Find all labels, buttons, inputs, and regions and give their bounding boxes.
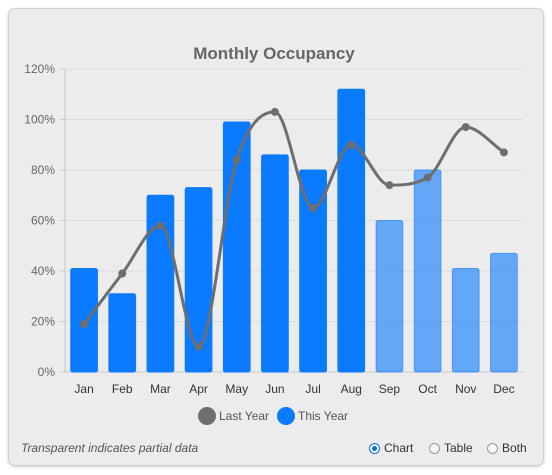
y-tick-label: 60% xyxy=(31,214,55,228)
x-tick-label: Oct xyxy=(418,382,437,396)
y-tick-label: 40% xyxy=(31,264,55,278)
x-tick-label: Nov xyxy=(455,382,476,396)
last-year-point-feb xyxy=(118,269,127,278)
legend-label: This Year xyxy=(298,409,348,423)
last-year-point-jan xyxy=(80,320,89,329)
last-year-point-jul xyxy=(309,203,318,212)
radio-both[interactable] xyxy=(487,442,498,454)
legend-label: Last Year xyxy=(219,409,269,423)
bar-nov xyxy=(451,267,480,373)
last-year-point-mar xyxy=(156,221,165,230)
last-year-point-dec xyxy=(499,148,508,157)
chart-title: Monthly Occupancy xyxy=(193,44,355,63)
last-year-point-jun xyxy=(270,107,279,116)
bar-feb xyxy=(108,293,137,373)
legend-swatch xyxy=(277,407,295,425)
y-tick-label: 80% xyxy=(31,163,55,177)
last-year-point-sep xyxy=(385,181,394,190)
x-tick-label: Jan xyxy=(74,382,93,396)
bar-oct xyxy=(413,169,442,373)
last-year-point-nov xyxy=(461,123,470,132)
x-tick-label: Jul xyxy=(305,382,320,396)
view-option-chart[interactable]: Chart xyxy=(369,441,413,455)
last-year-point-may xyxy=(232,155,241,164)
bars xyxy=(70,88,518,373)
view-option-table[interactable]: Table xyxy=(429,441,473,455)
view-option-label: Both xyxy=(502,441,527,455)
x-tick-label: Sep xyxy=(379,382,401,396)
legend-swatch xyxy=(198,407,216,425)
x-tick-label: Aug xyxy=(341,382,362,396)
y-tick-label: 120% xyxy=(24,62,55,76)
y-tick-label: 100% xyxy=(24,113,55,127)
bar-sep xyxy=(375,220,404,373)
bar-jul xyxy=(299,169,327,373)
legend: Last Year This Year xyxy=(198,407,348,425)
view-option-label: Chart xyxy=(384,441,414,455)
bar-jun xyxy=(261,154,289,373)
radio-chart[interactable] xyxy=(369,442,380,454)
y-tick-label: 20% xyxy=(31,315,55,329)
partial-data-note: Transparent indicates partial data xyxy=(21,441,199,455)
x-tick-label: May xyxy=(225,382,248,396)
radio-table[interactable] xyxy=(429,442,440,454)
bar-aug xyxy=(337,88,366,373)
x-tick-label: Jun xyxy=(265,382,284,396)
last-year-point-aug xyxy=(347,140,356,149)
last-year-point-apr xyxy=(194,342,203,351)
x-tick-label: Mar xyxy=(150,382,171,396)
gridlines xyxy=(60,68,523,373)
bar-apr xyxy=(184,187,213,373)
y-tick-label: 0% xyxy=(38,365,56,379)
last-year-line xyxy=(80,107,508,351)
bar-dec xyxy=(490,252,518,373)
y-axis-ticks: 0% 20% 40% 60% 80% 100% 120% xyxy=(24,62,55,379)
view-option-both[interactable]: Both xyxy=(487,441,527,455)
x-tick-label: Dec xyxy=(493,382,514,396)
last-year-point-oct xyxy=(423,173,432,182)
view-option-label: Table xyxy=(444,441,473,455)
x-tick-label: Apr xyxy=(189,382,208,396)
x-tick-label: Feb xyxy=(112,382,133,396)
x-axis-ticks: Jan Feb Mar Apr May Jun Jul Aug Sep Oct Nov Dec xyxy=(74,382,514,396)
